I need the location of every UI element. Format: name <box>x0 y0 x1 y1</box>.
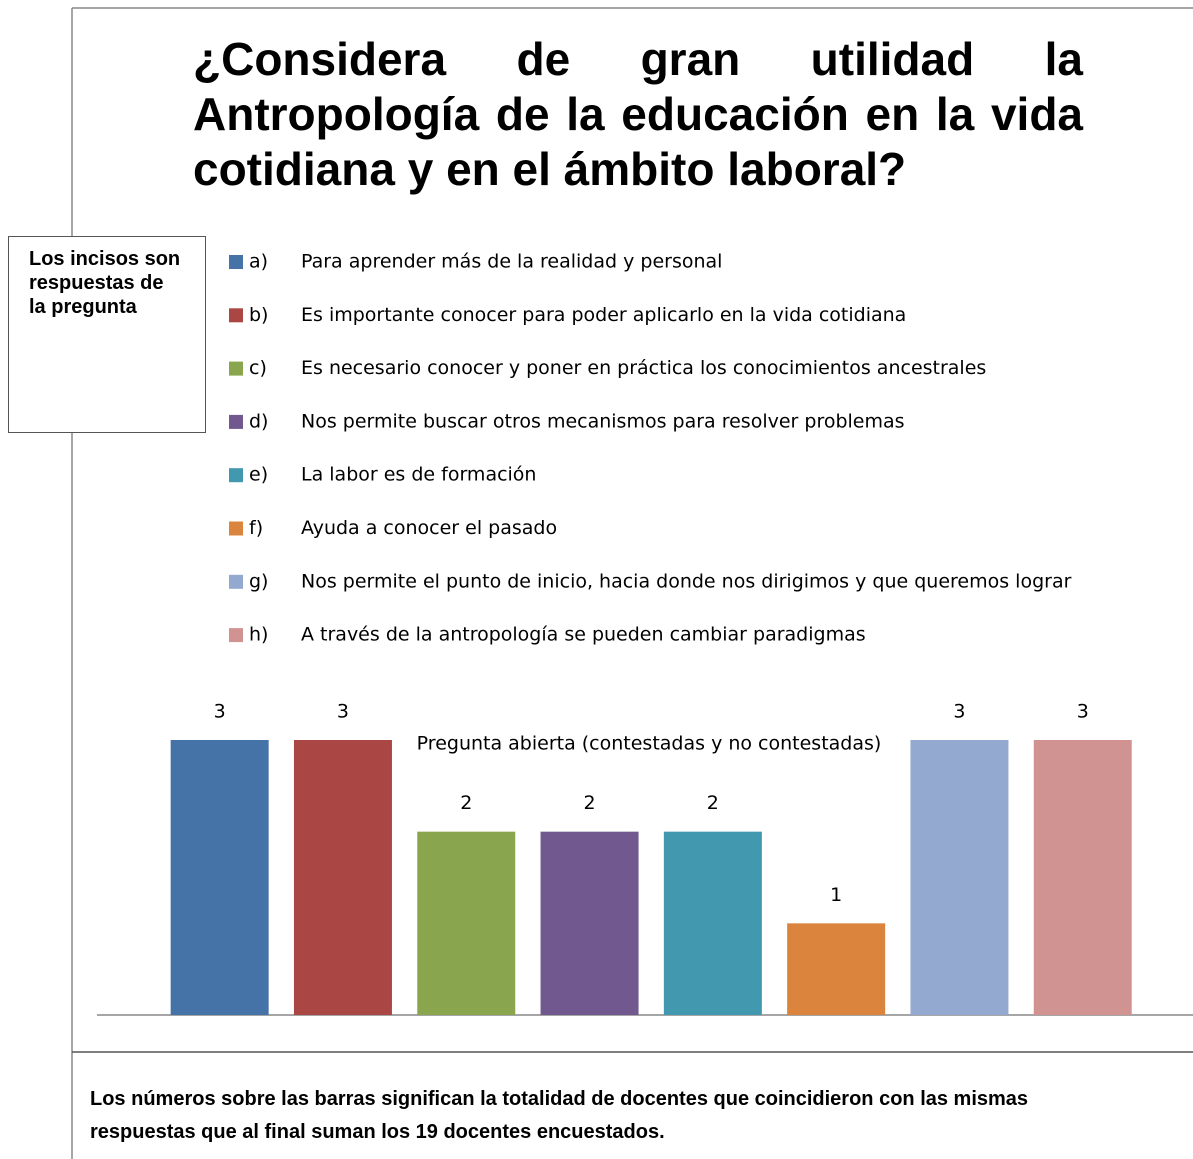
bar <box>787 923 886 1015</box>
legend-label: a) <box>249 251 268 273</box>
legend-label: g) <box>249 570 268 592</box>
side-note-text: Los incisos son respuestas de la pregunt… <box>29 248 181 318</box>
data-label: 3 <box>337 701 349 723</box>
legend-description: Es necesario conocer y poner en práctica… <box>301 357 986 379</box>
data-label: 3 <box>214 701 226 723</box>
legend-description: Ayuda a conocer el pasado <box>301 517 557 539</box>
side-note: Los incisos son respuestas de la pregunt… <box>8 236 206 433</box>
x-axis-label: Pregunta abierta (contestadas y no conte… <box>417 733 882 755</box>
legend-label: d) <box>249 410 268 432</box>
legend-label: f) <box>249 517 263 539</box>
legend-swatch <box>229 521 243 536</box>
data-label: 2 <box>584 792 596 814</box>
bar <box>417 831 516 1015</box>
legend-label: c) <box>249 357 267 379</box>
legend-label: e) <box>249 464 268 486</box>
legend-swatch <box>229 468 243 483</box>
bar <box>910 740 1009 1015</box>
legend-description: La labor es de formación <box>301 464 536 486</box>
data-label: 3 <box>953 701 965 723</box>
bar <box>170 740 269 1015</box>
data-label: 2 <box>460 792 472 814</box>
bar <box>1033 740 1132 1015</box>
chart-title: ¿Considera de gran utilidad la Antropolo… <box>193 33 1083 195</box>
legend-swatch <box>229 414 243 429</box>
legend-swatch <box>229 361 243 376</box>
data-label: 1 <box>830 884 842 906</box>
legend-description: Para aprender más de la realidad y perso… <box>301 251 722 273</box>
footer-note: Los números sobre las barras significan … <box>90 1088 1029 1143</box>
legend-swatch <box>229 308 243 323</box>
legend-description: Nos permite buscar otros mecanismos para… <box>301 410 905 432</box>
bar <box>293 740 392 1015</box>
legend-swatch <box>229 255 243 269</box>
legend-description: A través de la antropología se pueden ca… <box>301 624 866 646</box>
bar <box>663 831 762 1015</box>
legend-description: Es importante conocer para poder aplicar… <box>301 304 906 326</box>
legend-swatch <box>229 628 243 643</box>
legend-label: h) <box>249 624 268 646</box>
legend-label: b) <box>249 304 268 326</box>
data-label: 2 <box>707 792 719 814</box>
data-label: 3 <box>1077 701 1089 723</box>
legend-swatch <box>229 574 243 589</box>
legend-description: Nos permite el punto de inicio, hacia do… <box>301 570 1072 592</box>
bar <box>540 831 639 1015</box>
